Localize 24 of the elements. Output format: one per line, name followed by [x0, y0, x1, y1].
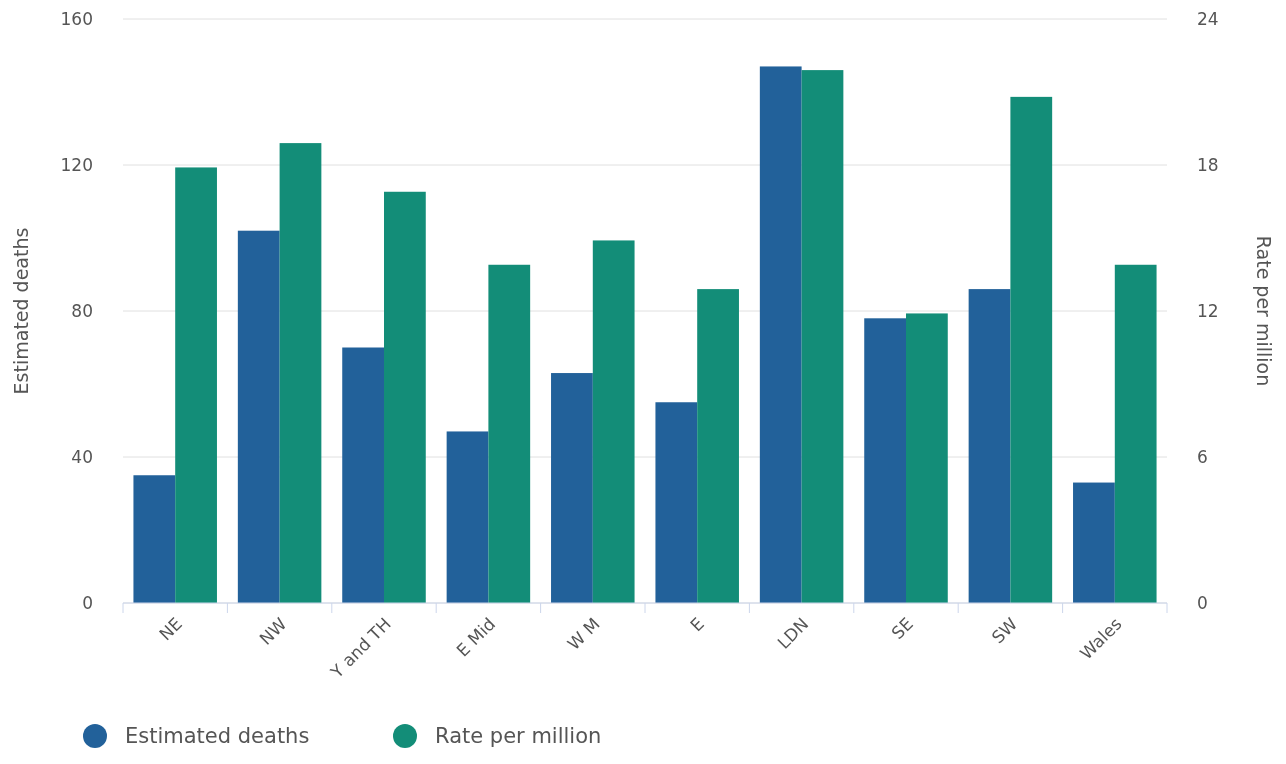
- y-tick-label: 160: [60, 8, 93, 29]
- y2-tick-label: 0: [1197, 592, 1208, 613]
- bar: [175, 167, 217, 603]
- legend-label: Estimated deaths: [125, 724, 310, 749]
- x-tick-label: SW: [987, 613, 1022, 648]
- bar: [133, 475, 176, 603]
- y2-tick-label: 6: [1197, 446, 1208, 467]
- x-tick-label: W M: [563, 613, 604, 654]
- y-tick-label: 40: [71, 446, 93, 467]
- y2-tick-label: 24: [1197, 8, 1219, 29]
- x-tick-label: NW: [255, 613, 291, 649]
- x-tick-label: E Mid: [452, 613, 500, 661]
- bar: [1114, 264, 1157, 603]
- y2-tick-label: 18: [1197, 154, 1219, 175]
- x-tick-label: SE: [887, 613, 917, 644]
- y-axis-title: Estimated deaths: [10, 227, 32, 395]
- y-tick-label: 120: [60, 154, 93, 175]
- y-tick-label: 80: [71, 300, 93, 321]
- legend-label: Rate per million: [435, 724, 602, 749]
- y-tick-label: 0: [82, 592, 93, 613]
- x-tick-label: E: [686, 613, 709, 636]
- x-tick-label: NE: [155, 613, 187, 645]
- y2-axis-title: Rate per million: [1253, 235, 1275, 387]
- y2-tick-label: 12: [1197, 300, 1219, 321]
